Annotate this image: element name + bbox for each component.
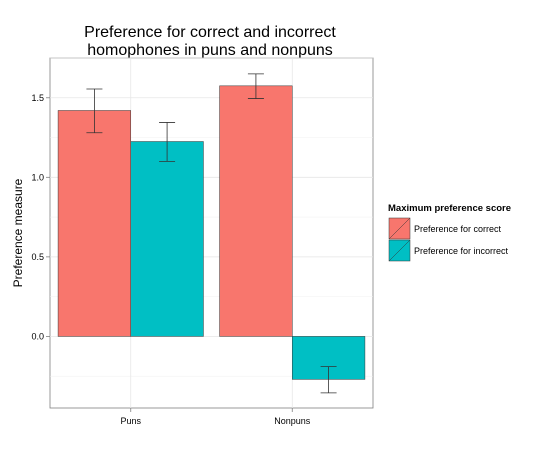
bar-correct-nonpuns (219, 85, 293, 337)
error-bar (86, 88, 103, 134)
bars (57, 85, 366, 380)
chart-title-line-2: homophones in puns and nonpuns (87, 42, 333, 59)
legend-item: Preference for correct (388, 217, 502, 240)
legend-label: Preference for correct (414, 224, 502, 234)
y-tick-label: 0.5 (31, 252, 44, 262)
legend-item: Preference for incorrect (388, 239, 509, 262)
chart-title-line-1: Preference for correct and incorrect (84, 24, 336, 41)
y-tick-label: 1.0 (31, 172, 44, 182)
x-tick-label: Nonpuns (274, 416, 311, 426)
bar-incorrect-puns (130, 141, 204, 337)
y-axis-title: Preference measure (11, 178, 25, 287)
legend: Maximum preference score Preference for … (388, 203, 511, 262)
error-bar (159, 122, 176, 162)
legend-label: Preference for incorrect (414, 246, 509, 256)
error-bar (320, 366, 337, 394)
y-tick-label: 0.0 (31, 331, 44, 341)
y-axis: 0.0 0.5 1.0 1.5 (31, 93, 50, 341)
x-axis: Puns Nonpuns (120, 408, 311, 426)
error-bar (247, 73, 264, 99)
error-bars (86, 73, 337, 394)
x-tick-label: Puns (120, 416, 141, 426)
bar-correct-puns (57, 110, 132, 337)
y-tick-label: 1.5 (31, 93, 44, 103)
legend-title: Maximum preference score (388, 203, 511, 214)
